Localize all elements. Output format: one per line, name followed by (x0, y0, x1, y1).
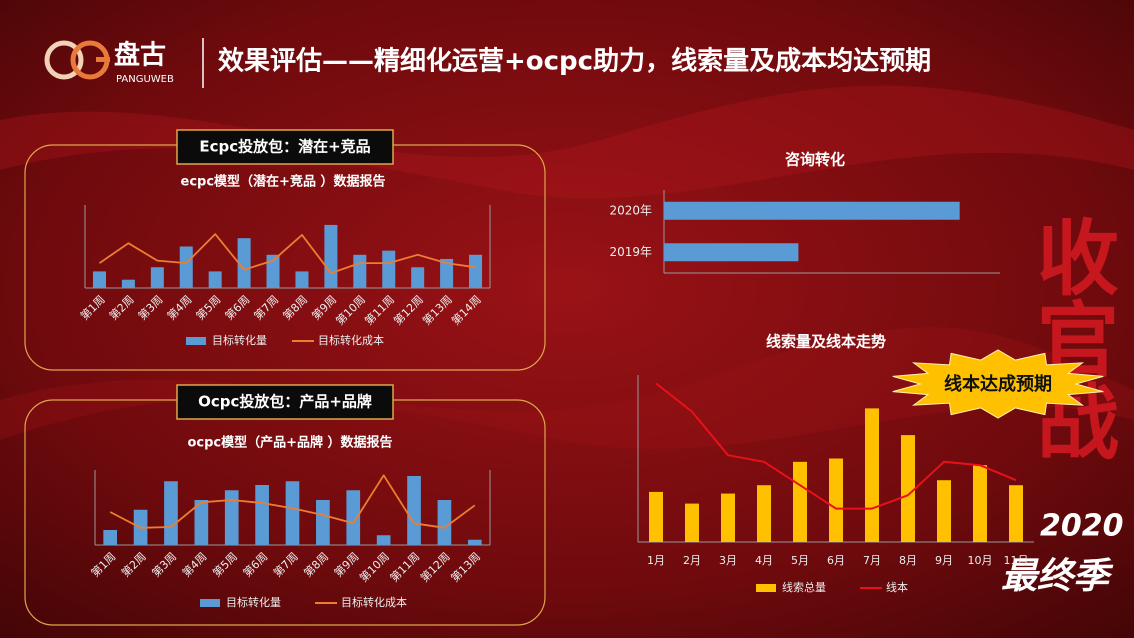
x-tick-label: 9月 (935, 554, 953, 567)
legend-label: 目标转化量 (212, 333, 267, 347)
bar (407, 476, 421, 545)
streak (0, 85, 1134, 199)
legend-label: 目标转化成本 (318, 333, 384, 347)
x-tick-label: 10月 (968, 554, 993, 567)
bar (255, 485, 269, 545)
panel-label-box (176, 384, 394, 420)
bar (829, 458, 843, 542)
bar (685, 503, 699, 542)
chart-title: ocpc模型（产品+品牌 ）数据报告 (187, 435, 392, 451)
bar (865, 408, 879, 542)
legend-swatch (200, 599, 220, 607)
bar (179, 246, 193, 288)
bar (1009, 485, 1023, 542)
bar (224, 490, 239, 545)
line (655, 382, 1017, 510)
legend-label: 目标转化成本 (341, 595, 407, 609)
legend-label: 目标转化量 (226, 595, 281, 609)
bar (901, 435, 915, 542)
x-tick-label: 8月 (899, 554, 917, 567)
chart-title: 咨询转化 (785, 151, 845, 169)
streak (0, 327, 1134, 449)
x-tick-label: 5月 (791, 554, 809, 567)
legend-label: 线索总量 (782, 580, 826, 594)
badge-text: 线本达成预期 (944, 373, 1052, 395)
bar (973, 465, 987, 542)
bar (411, 267, 425, 288)
bar (295, 271, 309, 288)
bar (664, 243, 799, 262)
bar (237, 238, 251, 288)
bar (376, 535, 391, 545)
logo (44, 40, 110, 80)
legend-swatch (186, 337, 206, 345)
bar (266, 254, 280, 288)
bar (937, 480, 951, 542)
bar (664, 201, 960, 220)
x-tick-label: 6月 (827, 554, 845, 567)
bar (440, 258, 454, 288)
bar (164, 481, 178, 545)
y-tick-label: 2019年 (609, 245, 652, 259)
bar (285, 481, 300, 545)
bar (121, 279, 135, 288)
bar (793, 461, 807, 542)
brand: 盘古 (114, 40, 166, 71)
deco-season: 最终季 (1001, 556, 1114, 597)
y-tick-label: 2020年 (609, 203, 652, 217)
line (109, 474, 476, 529)
decoration: 收官战 2020 最终季 (1001, 215, 1124, 597)
panel-label-box (176, 129, 394, 165)
bar (194, 500, 209, 545)
bar (757, 485, 771, 542)
line (98, 233, 476, 274)
legend-swatch (756, 584, 776, 592)
bar (316, 500, 330, 545)
brand-sub: PANGUWEB (116, 74, 174, 85)
bar (721, 493, 735, 542)
chart-title: ecpc模型（潜在+竞品 ）数据报告 (181, 174, 386, 190)
x-tick-label: 1月 (647, 554, 665, 567)
bar (649, 491, 663, 542)
bar (382, 250, 396, 288)
deco-headline: 收官战 (1023, 215, 1118, 461)
bar (353, 254, 367, 288)
bar (346, 490, 361, 545)
bar (150, 267, 164, 288)
bar (208, 271, 222, 288)
bar (103, 530, 118, 545)
bar (467, 539, 482, 545)
bar (437, 500, 452, 545)
legend-label: 线本 (886, 580, 908, 594)
chart-title: 线索量及线本走势 (766, 333, 886, 351)
x-tick-label: 2月 (683, 554, 701, 567)
x-tick-label: 7月 (863, 554, 881, 567)
x-tick-label: 3月 (719, 554, 737, 567)
x-tick-label: 4月 (755, 554, 773, 567)
bar (469, 254, 483, 288)
page-title: 效果评估——精细化运营+ocpc助力，线索量及成本均达预期 (218, 46, 931, 77)
panel-label: Ecpc投放包：潜在+竞品 (199, 138, 370, 156)
x-tick-label: 11月 (1004, 554, 1029, 567)
bar (92, 271, 106, 288)
panel-label: Ocpc投放包：产品+品牌 (198, 393, 372, 411)
bar (324, 224, 338, 288)
deco-year: 2020 (1040, 509, 1124, 544)
badge-shape (892, 349, 1104, 419)
